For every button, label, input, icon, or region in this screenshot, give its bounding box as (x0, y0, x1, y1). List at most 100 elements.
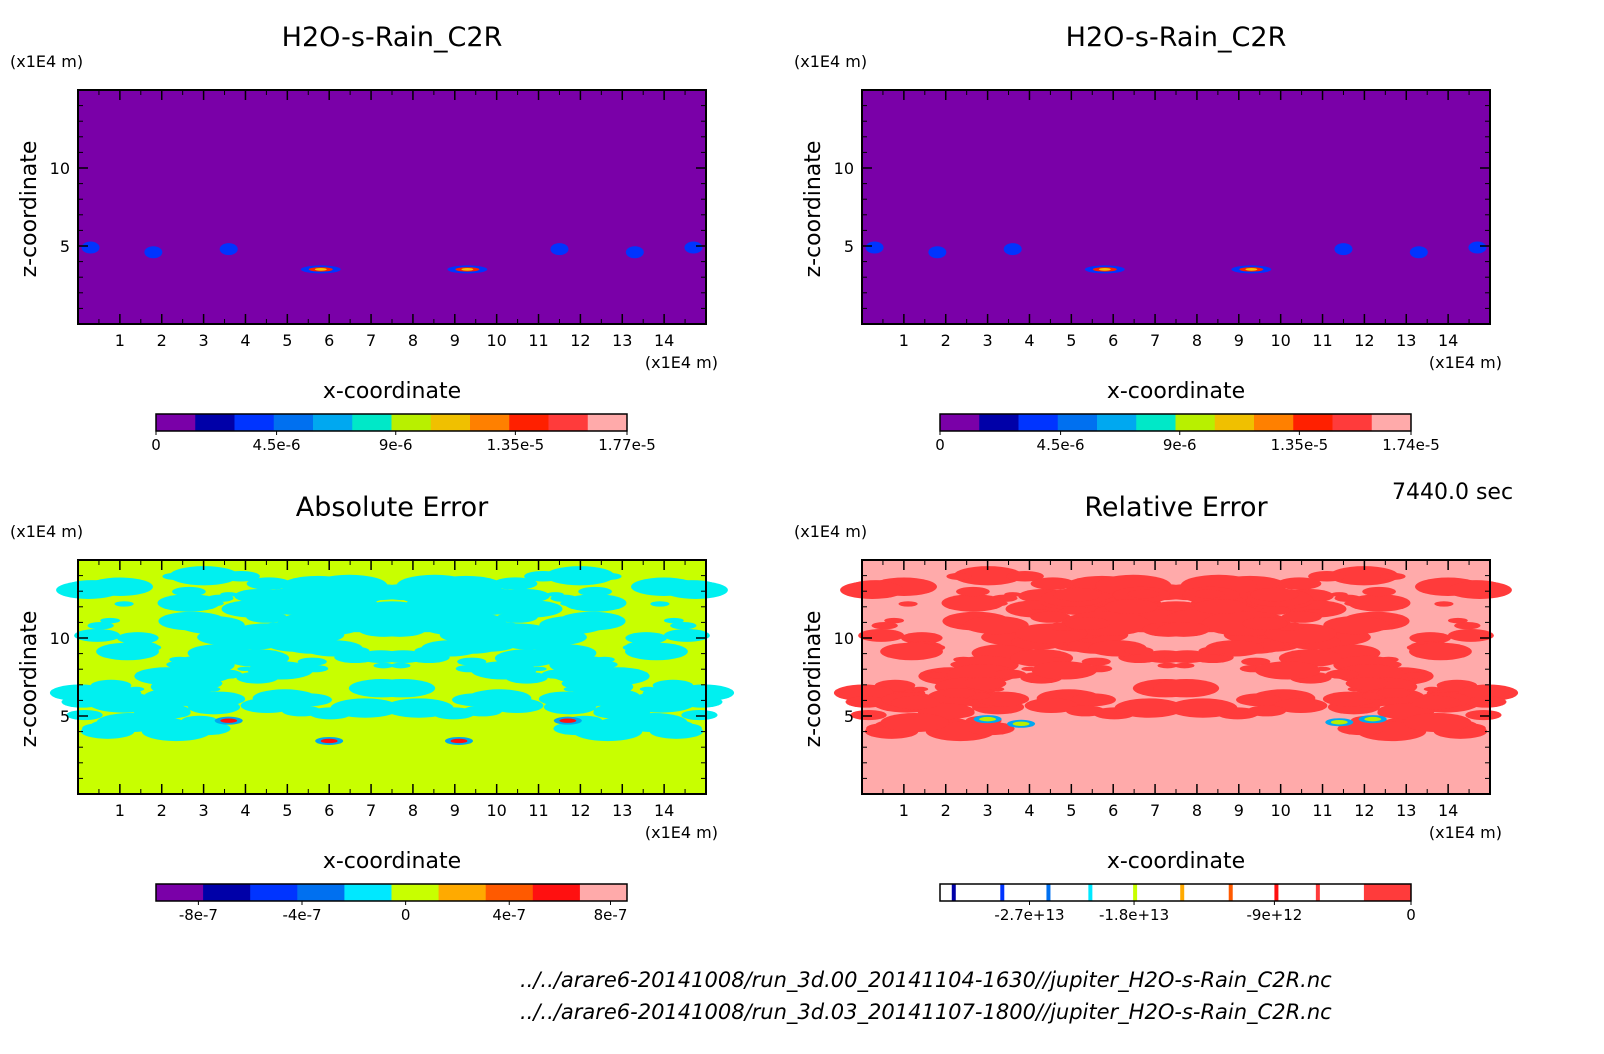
feature-core (1413, 248, 1425, 256)
colorbar-segment (509, 414, 549, 431)
x-tick-label: 10 (1270, 331, 1290, 350)
error-blob (891, 695, 940, 710)
error-blob (639, 686, 657, 692)
error-blob (1064, 617, 1111, 630)
error-blob (953, 566, 1023, 586)
error-blob (87, 621, 114, 630)
x-tick-label: 4 (1024, 331, 1034, 350)
error-blob (596, 572, 622, 580)
error-blob (619, 672, 642, 679)
error-blob (1447, 629, 1494, 642)
error-blob (880, 712, 949, 733)
x-tick-label: 2 (941, 331, 951, 350)
y-tick-label: 10 (50, 159, 70, 178)
error-blob (114, 601, 134, 607)
error-blob (833, 684, 894, 702)
error-blob (1465, 696, 1507, 708)
error-blob (451, 693, 498, 707)
error-blob (1380, 572, 1406, 580)
colorbar-label: 0 (1406, 906, 1416, 924)
x-tick-label: 6 (1108, 331, 1118, 350)
error-blob (993, 669, 1027, 679)
feature-core-inner (461, 268, 474, 271)
x-tick-label: 14 (654, 801, 674, 820)
error-blob (1168, 698, 1238, 718)
error-blob (619, 712, 688, 733)
field-features (973, 715, 1387, 728)
colorbar-segment (548, 414, 589, 431)
error-blob (246, 611, 287, 623)
error-blob (1241, 617, 1288, 630)
error-blob (1330, 592, 1348, 597)
error-blob (650, 601, 670, 607)
field-background (862, 90, 1490, 324)
colorbar-bg (940, 884, 1411, 901)
x-tick-label: 13 (612, 331, 632, 350)
error-blob (681, 709, 718, 721)
x-tick-label: 10 (486, 331, 506, 350)
error-blob (162, 572, 188, 580)
colorbar-segment (156, 414, 196, 431)
error-blob (1329, 566, 1399, 586)
error-blob (1403, 672, 1426, 679)
error-blob (1465, 709, 1502, 721)
y-tick-label: 5 (60, 237, 70, 256)
feature-core (554, 245, 565, 253)
error-blob (1124, 646, 1154, 655)
error-blob (476, 606, 507, 615)
field-features (81, 241, 703, 274)
error-blob (499, 652, 519, 658)
x-tick-label: 12 (570, 801, 590, 820)
error-blob (578, 586, 612, 597)
error-blob (490, 698, 544, 714)
error-blob (281, 705, 322, 717)
x-tick-label: 8 (408, 331, 418, 350)
x-tick-label: 13 (1396, 801, 1416, 820)
colorbar-segment (391, 414, 432, 431)
error-blob (1409, 642, 1472, 661)
error-blob (962, 677, 1007, 690)
feature-core (320, 738, 338, 744)
error-blob (414, 646, 444, 655)
colorbar-line (951, 884, 956, 901)
panel-3: Absolute Error(x1E4 m)(x1E4 m)1 2 3 4 5 6 7 8 9 1… (10, 492, 735, 924)
colorbar-label: 1.35e-5 (1271, 436, 1329, 454)
error-blob (286, 693, 333, 707)
error-blob (340, 646, 370, 655)
error-blob (1403, 712, 1472, 733)
error-blob (343, 589, 376, 599)
x-tick-label: 8 (1192, 801, 1202, 820)
colorbar-segment (438, 884, 487, 901)
error-blob (1030, 611, 1071, 623)
field-features (214, 716, 582, 745)
colorbar-segment (485, 884, 534, 901)
y-axis-label: z-coordinate (801, 611, 826, 748)
colorbar-segment (203, 884, 251, 901)
error-blob (941, 594, 1005, 612)
colorbar-segment (352, 414, 392, 431)
y-unit-label: (x1E4 m) (794, 52, 867, 71)
error-blob (269, 587, 318, 602)
error-blob (1194, 599, 1248, 615)
colorbar-line (1315, 884, 1320, 901)
x-tick-label: 9 (450, 801, 460, 820)
error-blob (625, 642, 688, 661)
colorbar-frame (155, 883, 628, 902)
error-blob (941, 688, 976, 698)
x-tick-label: 7 (366, 801, 376, 820)
feature-core (559, 718, 577, 723)
error-blob (926, 672, 949, 679)
y-unit-label: (x1E4 m) (10, 52, 83, 71)
error-blob (247, 661, 314, 680)
colorbar: 0 4.5e-6 9e-6 1.35e-5 1.74e-5 (935, 413, 1440, 454)
y-tick-label: 10 (50, 629, 70, 648)
colorbar-segment (470, 414, 510, 431)
error-blob (840, 581, 905, 599)
error-blob (1241, 657, 1271, 666)
colorbar-frame (155, 413, 628, 432)
error-blob (1024, 698, 1078, 714)
error-blob (561, 677, 606, 690)
error-blob (546, 592, 564, 597)
error-blob (100, 617, 121, 624)
feature-core (1338, 245, 1349, 253)
